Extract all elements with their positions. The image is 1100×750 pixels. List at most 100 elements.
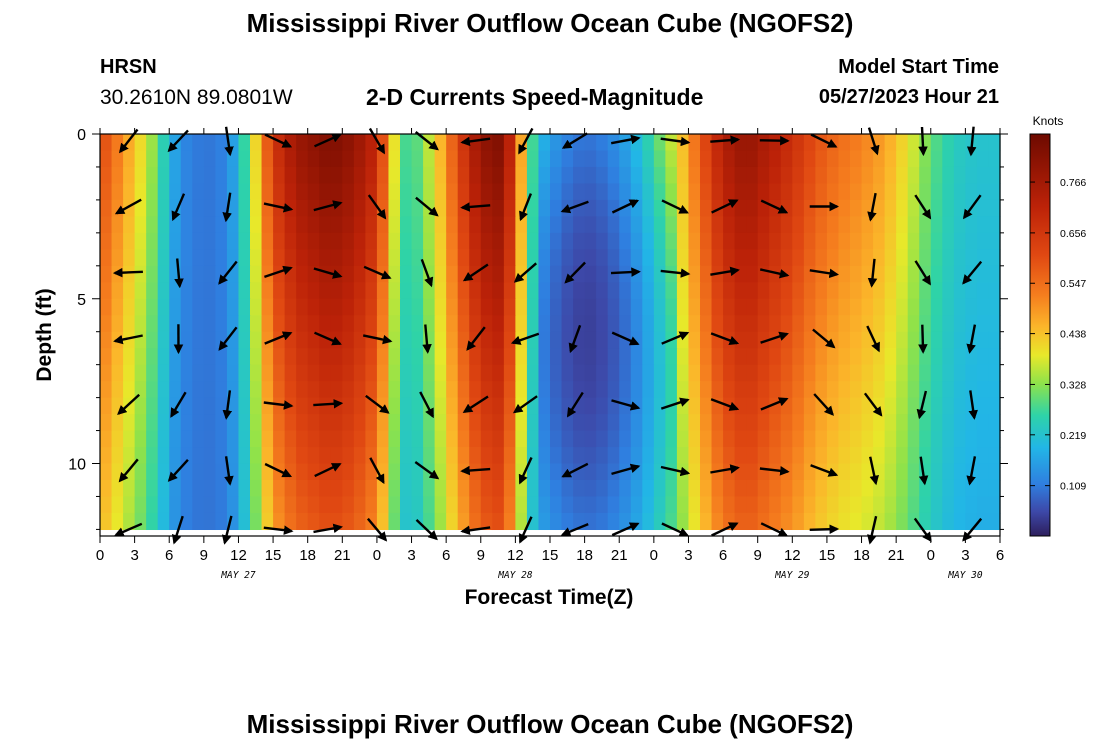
current-arrow [264, 265, 293, 279]
colorbar-tick-label: 0.328 [1060, 379, 1086, 391]
heat-cell [100, 496, 113, 514]
heat-cell [815, 166, 828, 185]
heat-cell [676, 364, 690, 382]
heat-cell [457, 183, 470, 201]
heat-cell [896, 512, 909, 531]
heat-cell [896, 282, 909, 300]
heat-cell [342, 199, 355, 217]
heat-cell [584, 199, 597, 217]
heat-cell [400, 216, 413, 234]
heat-cell [815, 315, 828, 333]
heat-cell [226, 364, 240, 382]
heat-cell [953, 479, 966, 498]
heat-cell [792, 249, 805, 267]
colorbar-tick-label: 0.219 [1060, 430, 1086, 442]
heat-cell [930, 282, 943, 300]
heat-cell [965, 479, 978, 498]
heat-cell [215, 249, 228, 267]
heat-cell [988, 166, 1001, 185]
heat-cell [642, 364, 655, 382]
heat-cell [111, 430, 124, 448]
heat-cell [653, 463, 666, 481]
heat-cell [146, 166, 159, 185]
current-arrows [112, 126, 983, 545]
heat-cell [203, 315, 216, 333]
current-arrow [809, 524, 840, 535]
heat-cell [573, 183, 586, 201]
heat-cell [815, 430, 828, 448]
heat-cell [896, 414, 909, 432]
heat-cell [330, 183, 343, 201]
heat-cell [250, 512, 263, 531]
heat-cell [365, 199, 378, 217]
heat-cell [700, 150, 713, 168]
heat-cell [919, 282, 932, 300]
heat-cell [423, 150, 436, 168]
heat-cell [584, 364, 597, 382]
heat-cell [630, 249, 643, 267]
heat-cell [134, 249, 147, 267]
heat-cell [180, 496, 193, 514]
heat-cell [953, 216, 966, 234]
heat-cell [965, 381, 978, 399]
heat-cell [826, 315, 840, 333]
heat-cell [134, 166, 147, 185]
heat-cell [515, 150, 528, 168]
heat-cell [850, 381, 863, 399]
heat-cell [700, 249, 713, 267]
heat-cell [376, 315, 390, 333]
heat-cell [469, 463, 482, 481]
heat-cell [307, 414, 320, 432]
heat-cell [400, 331, 413, 349]
heat-cell [411, 183, 424, 201]
heat-cell [884, 463, 897, 481]
heat-cell [746, 430, 759, 448]
heat-cell [342, 463, 355, 481]
heat-cell [492, 414, 505, 432]
current-arrow [710, 135, 741, 145]
heat-cell [411, 430, 424, 448]
heat-cell [180, 199, 193, 217]
heat-cell [596, 447, 609, 465]
heat-cell [826, 447, 840, 465]
heat-cell [873, 364, 886, 382]
heat-cell [653, 479, 666, 498]
heat-cell [642, 479, 655, 498]
heat-cell [803, 216, 816, 234]
heat-cell [850, 414, 863, 432]
heat-cell [550, 512, 563, 531]
heat-cell [550, 282, 563, 300]
heat-cell [792, 331, 805, 349]
x-tick-label: 3 [130, 547, 138, 564]
heat-cell [134, 298, 147, 316]
current-arrow [660, 136, 691, 147]
heat-cell [261, 512, 274, 531]
heat-cell [965, 216, 978, 234]
heat-cell [123, 265, 136, 283]
heat-cell [203, 150, 216, 168]
heat-cell [353, 512, 366, 531]
heat-cell [273, 364, 286, 382]
heat-cell [953, 232, 966, 250]
heat-cell [515, 496, 528, 514]
heat-cell [907, 150, 920, 168]
heat-cell [630, 232, 643, 250]
heat-cell [780, 364, 793, 382]
heat-cell [723, 282, 736, 300]
heat-cell [503, 150, 516, 168]
heat-cell [850, 183, 863, 201]
x-tick-label: 3 [684, 547, 692, 564]
heat-cell [907, 479, 920, 498]
heat-cell [734, 298, 747, 316]
heat-cell [100, 134, 113, 152]
heat-cell [630, 348, 643, 366]
heat-cell [930, 183, 943, 201]
heat-cell [919, 496, 932, 514]
heat-cell [134, 512, 147, 531]
heat-cell [134, 199, 147, 217]
current-arrow [462, 263, 489, 282]
heat-cell [400, 265, 413, 283]
heat-cell [550, 447, 563, 465]
heat-cell [319, 249, 332, 267]
